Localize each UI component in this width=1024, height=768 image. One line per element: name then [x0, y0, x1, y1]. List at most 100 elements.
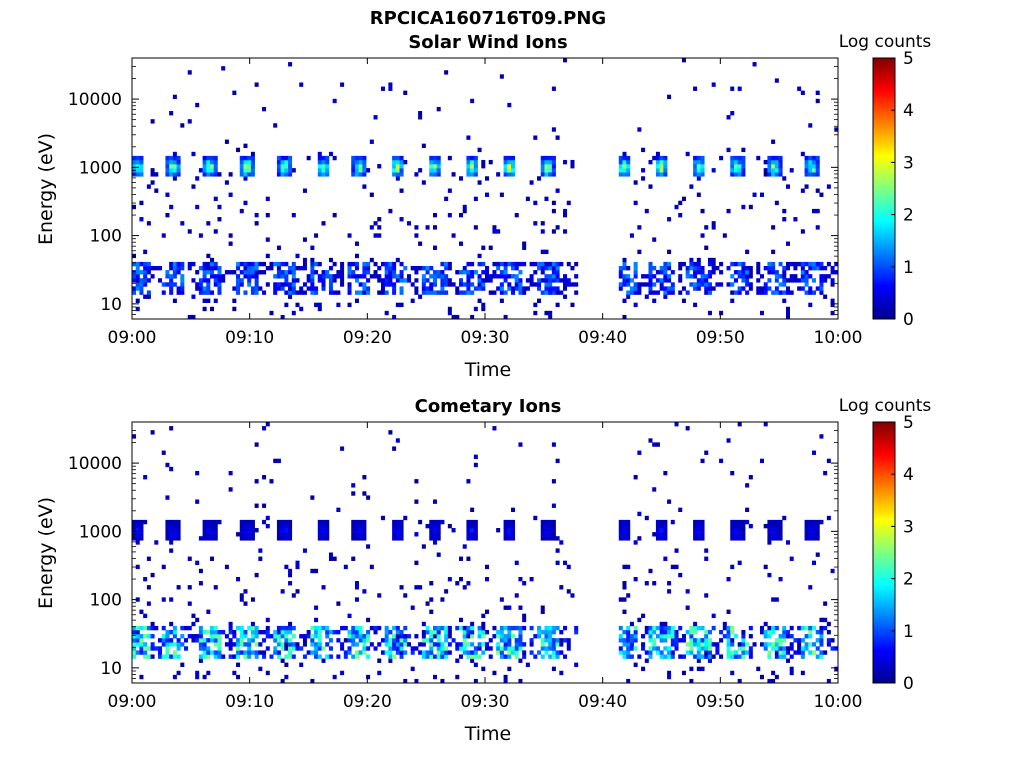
spectrogram-cell [392, 314, 397, 320]
spectrogram-cell [563, 560, 568, 566]
spectrogram-cell [176, 536, 181, 541]
spectrogram-cell [444, 650, 449, 655]
spectrogram-cell [763, 642, 768, 647]
spectrogram-cell [518, 678, 523, 684]
spectrogram-cell [432, 629, 437, 635]
spectrogram-cell [399, 274, 404, 279]
spectrogram-cell [462, 650, 467, 655]
spectrogram-cell [299, 646, 304, 651]
spectrogram-cell [213, 196, 218, 202]
spectrogram-cell [180, 662, 185, 667]
spectrogram-cell [295, 302, 300, 308]
spectrogram-cell [704, 286, 709, 291]
spectrogram-cell [250, 265, 255, 271]
spectrogram-cell [377, 233, 382, 238]
spectrogram-cell [730, 274, 735, 279]
spectrogram-cell [663, 155, 668, 161]
spectrogram-cell [537, 278, 542, 283]
spectrogram-cell [774, 200, 779, 206]
spectrogram-cell [551, 155, 556, 161]
spectrogram-cell [380, 515, 385, 521]
spectrogram-cell [815, 552, 820, 557]
spectrogram-cell [206, 164, 211, 169]
spectrogram-cell [759, 192, 764, 197]
spectrogram-cell [366, 629, 371, 635]
spectrogram-cell [659, 519, 664, 525]
spectrogram-cell [693, 86, 698, 91]
spectrogram-cell [447, 642, 452, 647]
spectrogram-cell [273, 458, 278, 464]
spectrogram-cell [169, 172, 174, 177]
spectrogram-cell [503, 274, 508, 279]
spectrogram-cell [217, 290, 222, 295]
spectrogram-cell [135, 282, 140, 287]
spectrogram-cell [206, 629, 211, 635]
spectrogram-cell [310, 282, 315, 287]
spectrogram-cell [756, 265, 761, 271]
spectrogram-cell [395, 642, 400, 647]
spectrogram-cell [172, 532, 177, 537]
spectrogram-cell [395, 168, 400, 173]
spectrogram-cell [169, 286, 174, 291]
spectrogram-cell [626, 646, 631, 651]
spectrogram-cell [247, 265, 252, 271]
spectrogram-cell [399, 286, 404, 291]
spectrogram-cell [269, 265, 274, 271]
spectrogram-cell [325, 634, 330, 639]
spectrogram-cell [392, 282, 397, 287]
spectrogram-cell [195, 674, 200, 680]
spectrogram-cell [522, 654, 527, 659]
spectrogram-cell [507, 646, 512, 651]
spectrogram-cell [470, 519, 475, 525]
spectrogram-cell [213, 298, 218, 303]
spectrogram-cell [444, 629, 449, 635]
spectrogram-cell [663, 278, 668, 283]
spectrogram-cell [522, 650, 527, 655]
spectrogram-cell [284, 532, 289, 537]
spectrogram-cell [247, 172, 252, 177]
spectrogram-cell [811, 528, 817, 533]
spectrogram-cell [432, 212, 437, 218]
spectrogram-cell [745, 290, 750, 295]
spectrogram-cell [667, 286, 672, 291]
spectrogram-cell [328, 278, 333, 283]
spectrogram-cell [641, 147, 646, 153]
spectrogram-cell [187, 70, 192, 75]
spectrogram-cell [288, 654, 293, 659]
spectrogram-cell [395, 257, 400, 263]
spectrogram-cell [719, 282, 724, 287]
spectrogram-cell [789, 654, 794, 659]
spectrogram-cell [782, 282, 787, 287]
spectrogram-cell [195, 204, 200, 210]
spectrogram-cell [763, 564, 768, 570]
spectrogram-cell [741, 528, 746, 533]
spectrogram-cell [626, 172, 631, 177]
spectrogram-cell [681, 196, 686, 202]
spectrogram-cell [763, 523, 768, 529]
spectrogram-cell [778, 650, 783, 655]
spectrogram-cell [800, 625, 805, 631]
spectrogram-cell [533, 261, 538, 267]
spectrogram-cell [273, 634, 278, 639]
spectrogram-cell [808, 261, 813, 267]
spectrogram-cell [462, 634, 467, 639]
spectrogram-cell [410, 605, 415, 610]
spectrogram-cell [797, 625, 802, 631]
spectrogram-cell [280, 168, 285, 173]
spectrogram-cell [425, 290, 430, 295]
spectrogram-cell [499, 625, 504, 631]
spectrogram-cell [507, 532, 512, 537]
spectrogram-cell [191, 613, 196, 619]
spectrogram-cell [198, 536, 203, 541]
spectrogram-cell [774, 290, 779, 295]
spectrogram-cell [693, 261, 698, 267]
spectrogram-cell [351, 642, 356, 647]
spectrogram-cell [332, 674, 337, 680]
spectrogram-cell [778, 290, 783, 295]
spectrogram-cell [172, 155, 177, 161]
spectrogram-cell [169, 164, 174, 169]
spectrogram-cell [328, 274, 333, 279]
spectrogram-cell [132, 278, 137, 283]
spectrogram-cell [247, 532, 252, 537]
